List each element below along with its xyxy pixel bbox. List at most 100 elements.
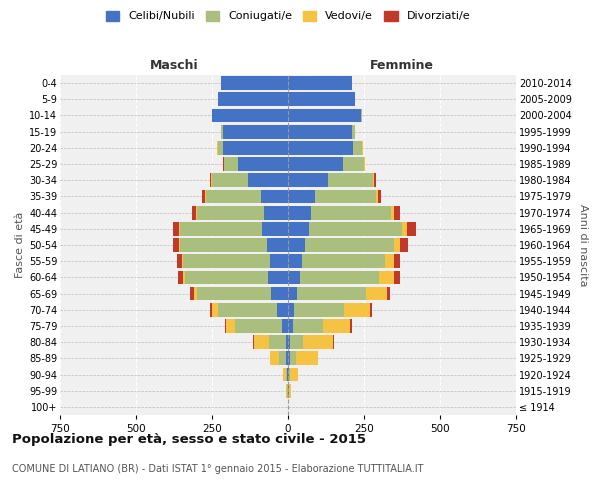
Bar [352, 125, 355, 138]
Bar [296, 352, 319, 365]
Bar [190, 286, 194, 300]
Bar [180, 222, 262, 235]
Bar [197, 286, 271, 300]
Bar [183, 270, 185, 284]
Bar [173, 238, 179, 252]
Bar [178, 270, 183, 284]
Bar [297, 286, 365, 300]
Bar [218, 92, 288, 106]
Bar [364, 157, 365, 171]
Bar [202, 190, 205, 203]
Bar [290, 352, 296, 365]
Bar [302, 336, 333, 349]
Bar [286, 368, 287, 382]
Bar [288, 125, 352, 138]
Bar [288, 108, 361, 122]
Bar [394, 206, 400, 220]
Bar [290, 336, 302, 349]
Bar [385, 254, 394, 268]
Bar [248, 174, 288, 187]
Bar [391, 206, 394, 220]
Bar [268, 270, 288, 284]
Bar [376, 190, 377, 203]
Bar [309, 222, 402, 235]
Bar [196, 206, 197, 220]
Bar [288, 286, 297, 300]
Bar [323, 319, 350, 333]
Text: Femmine: Femmine [370, 58, 434, 71]
Text: Maschi: Maschi [149, 58, 199, 71]
Bar [407, 222, 416, 235]
Bar [271, 286, 288, 300]
Bar [288, 238, 305, 252]
Bar [289, 368, 290, 382]
Text: Popolazione per età, sesso e stato civile - 2015: Popolazione per età, sesso e stato civil… [12, 432, 366, 446]
Bar [288, 206, 311, 220]
Bar [235, 319, 282, 333]
Bar [305, 238, 394, 252]
Bar [218, 141, 223, 154]
Bar [238, 157, 288, 171]
Bar [290, 368, 298, 382]
Bar [374, 174, 376, 187]
Bar [287, 368, 288, 382]
Bar [267, 238, 288, 252]
Bar [191, 206, 196, 220]
Bar [288, 303, 294, 316]
Bar [254, 336, 269, 349]
Bar [333, 336, 334, 349]
Bar [180, 238, 267, 252]
Bar [205, 190, 206, 203]
Bar [311, 206, 391, 220]
Bar [289, 384, 291, 398]
Bar [365, 286, 387, 300]
Bar [288, 352, 290, 365]
Bar [288, 157, 343, 171]
Bar [210, 174, 211, 187]
Bar [328, 174, 373, 187]
Bar [221, 125, 223, 138]
Bar [288, 174, 328, 187]
Bar [288, 254, 302, 268]
Bar [218, 303, 277, 316]
Bar [260, 190, 288, 203]
Bar [177, 254, 182, 268]
Bar [288, 76, 352, 90]
Bar [379, 270, 394, 284]
Bar [361, 108, 362, 122]
Bar [282, 319, 288, 333]
Bar [288, 190, 316, 203]
Bar [288, 336, 290, 349]
Bar [343, 157, 364, 171]
Bar [263, 206, 288, 220]
Bar [344, 303, 370, 316]
Bar [173, 222, 179, 235]
Bar [286, 352, 288, 365]
Bar [179, 222, 180, 235]
Bar [350, 319, 352, 333]
Bar [293, 319, 323, 333]
Bar [377, 190, 382, 203]
Bar [277, 303, 288, 316]
Bar [179, 238, 180, 252]
Bar [194, 286, 197, 300]
Bar [283, 368, 286, 382]
Bar [217, 141, 218, 154]
Bar [223, 141, 288, 154]
Bar [223, 157, 224, 171]
Bar [402, 222, 407, 235]
Bar [182, 254, 183, 268]
Bar [373, 174, 374, 187]
Bar [288, 384, 289, 398]
Bar [288, 222, 309, 235]
Y-axis label: Fasce di età: Fasce di età [14, 212, 25, 278]
Bar [370, 303, 371, 316]
Y-axis label: Anni di nascita: Anni di nascita [578, 204, 589, 286]
Bar [185, 270, 268, 284]
Bar [302, 254, 385, 268]
Bar [212, 303, 218, 316]
Bar [270, 254, 288, 268]
Bar [212, 108, 288, 122]
Legend: Celibi/Nubili, Coniugati/e, Vedovi/e, Divorziati/e: Celibi/Nubili, Coniugati/e, Vedovi/e, Di… [106, 10, 470, 22]
Bar [224, 157, 238, 171]
